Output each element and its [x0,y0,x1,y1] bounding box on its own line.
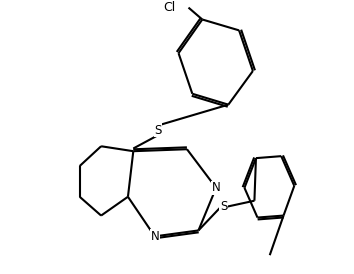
Text: Cl: Cl [163,1,175,14]
Text: N: N [150,230,159,243]
Text: S: S [154,124,161,137]
Text: S: S [220,200,228,213]
Text: N: N [212,181,221,194]
